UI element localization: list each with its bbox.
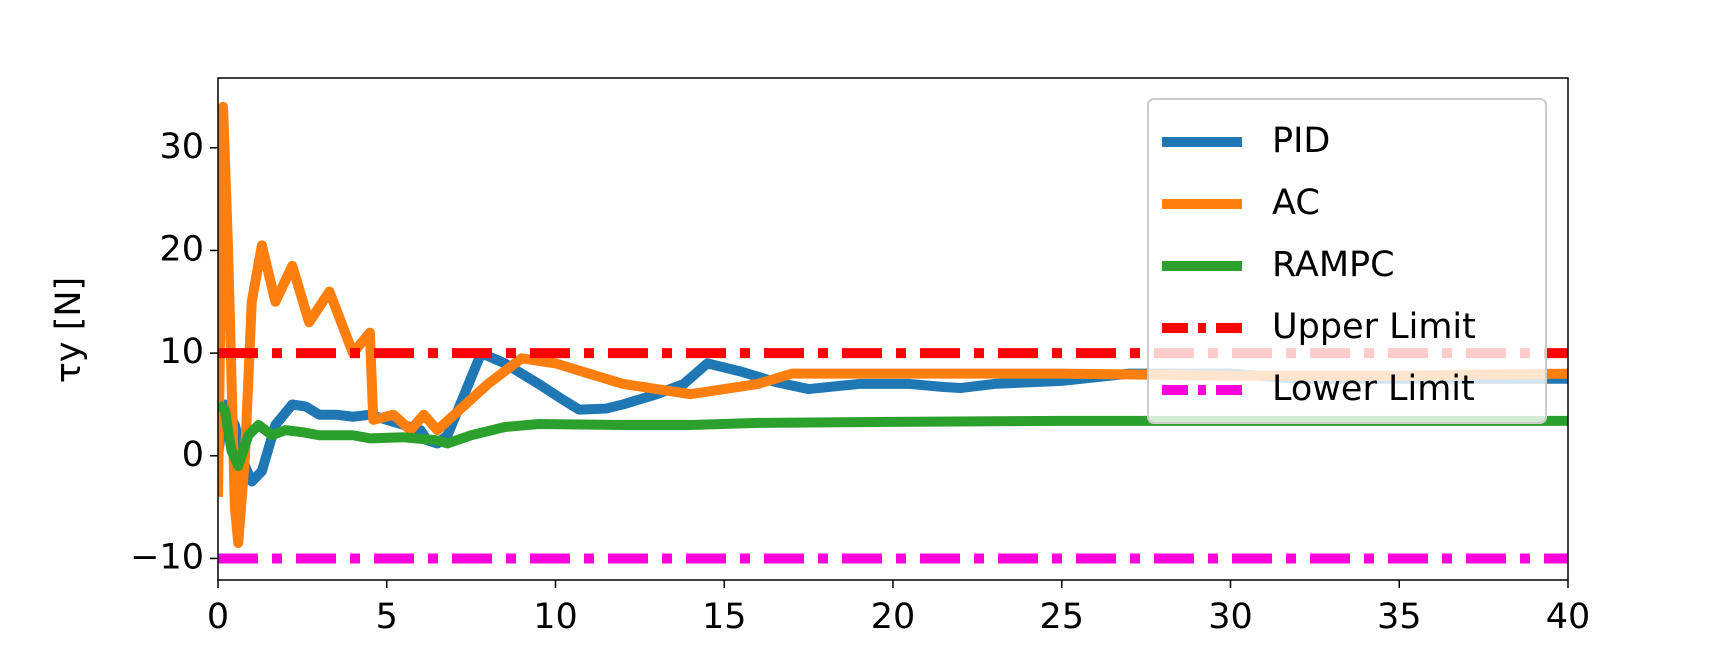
x-tick-label: 35 [1377,597,1422,637]
legend-label: PID [1272,121,1330,161]
legend-label: Lower Limit [1272,369,1475,409]
series-line [218,400,1568,472]
x-tick-label: 5 [376,597,398,637]
legend-label: RAMPC [1272,245,1395,285]
y-tick-label: 30 [159,127,204,167]
legend-label: AC [1272,183,1320,223]
x-tick-label: 10 [533,597,578,637]
x-tick-label: 25 [1039,597,1084,637]
x-tick-label: 20 [871,597,916,637]
plot-frame [217,77,1569,581]
y-tick-label: 0 [182,435,204,475]
y-tick-label: 10 [159,332,204,372]
y-axis-label: τy [N] [49,277,89,383]
x-tick-label: 40 [1546,597,1591,637]
x-tick-label: 0 [207,597,229,637]
series-line [218,348,1568,487]
y-tick-label: 20 [159,229,204,269]
series-line [218,101,1568,549]
legend-label: Upper Limit [1272,307,1476,347]
y-tick-label: −10 [130,537,204,577]
x-tick-label: 15 [702,597,747,637]
x-tick-label: 30 [1208,597,1253,637]
legend-box [1147,98,1547,424]
